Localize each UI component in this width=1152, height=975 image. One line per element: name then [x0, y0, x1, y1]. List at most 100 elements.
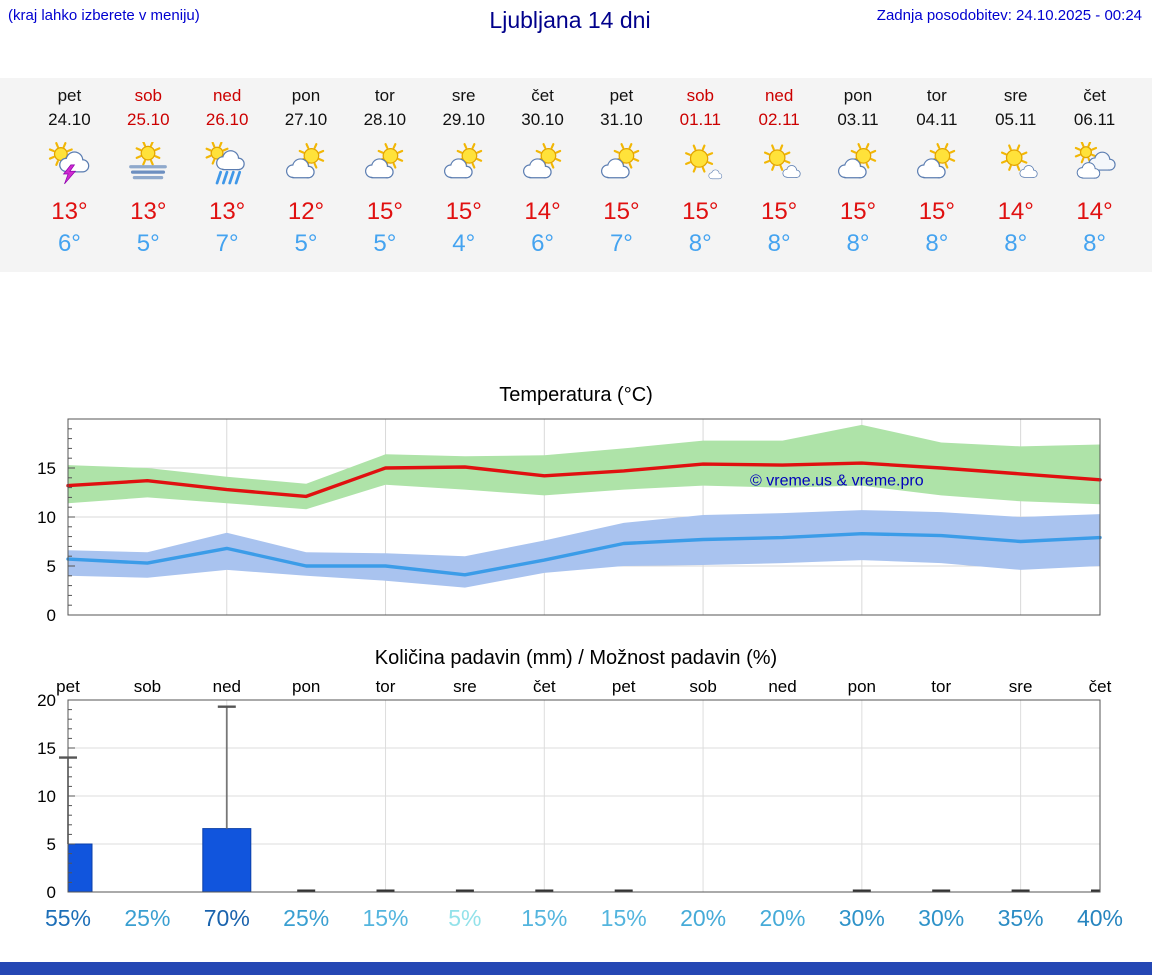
temp-low: 7° [609, 230, 633, 257]
temp-high: 13° [208, 198, 246, 225]
temp-low: 5° [136, 230, 160, 257]
precipitation-chart-title: Količina padavin (mm) / Možnost padavin … [374, 647, 778, 669]
day-date: 31.10 [600, 110, 643, 129]
temp-high: 15° [760, 198, 798, 225]
precip-day-label: čet [1089, 677, 1112, 696]
day-label: sob [134, 86, 162, 105]
partly-weather-icon [819, 137, 898, 191]
temp-low: 8° [846, 230, 870, 257]
precip-day-label: sre [453, 677, 477, 696]
temp-y-tick: 0 [47, 606, 56, 625]
day-label: pon [291, 86, 321, 105]
temp-high: 14° [997, 198, 1034, 225]
page-title: Ljubljana 14 dni [489, 7, 651, 33]
partly-weather-icon [582, 137, 661, 191]
temp-high: 15° [682, 198, 719, 225]
cloudy-weather-icon [1055, 137, 1134, 191]
precip-probability: 40% [1077, 905, 1123, 931]
day-date: 03.11 [837, 110, 879, 129]
forecast-day: pon 03.11 15° 8° [819, 86, 898, 258]
temp-high: 15° [918, 198, 955, 225]
precip-day-label: ned [768, 677, 796, 696]
precip-day-label: sob [689, 677, 716, 696]
temp-low: 4° [452, 230, 476, 257]
precip-probability: 20% [680, 905, 726, 931]
temp-low: 8° [1083, 230, 1107, 257]
bottom-bar [0, 962, 1152, 975]
day-date: 25.10 [127, 110, 170, 129]
precip-day-label: pet [56, 677, 80, 696]
forecast-day: ned 26.10 13° 7° [188, 86, 267, 258]
precip-day-label: sob [134, 677, 161, 696]
precip-day-label: čet [533, 677, 556, 696]
precipitation-chart: pet sob ned pon tor sre čet pet sob ned pon tor sre č… [0, 674, 1152, 936]
precip-probability: 30% [839, 905, 885, 931]
forecast-day: sob 01.11 15° 8° [661, 86, 740, 258]
last-update-label: Zadnja posodobitev: 24.10.2025 - 00:24 [876, 7, 1142, 24]
precip-probability: 15% [601, 905, 647, 931]
precip-day-label: tor [931, 677, 951, 696]
precip-probability: 35% [998, 905, 1044, 931]
day-label: čet [531, 86, 554, 105]
precip-y-tick: 20 [37, 691, 56, 710]
forecast-day: sre 05.11 14° 8° [976, 86, 1055, 258]
forecast-day: sob 25.10 13° 5° [109, 86, 188, 258]
page-header: (kraj lahko izberete v meniju) Ljubljana… [0, 0, 1152, 34]
precip-probability: 25% [283, 905, 329, 931]
day-label: pet [609, 86, 634, 105]
temp-y-tick: 5 [47, 557, 56, 576]
precip-y-tick: 0 [47, 883, 56, 902]
partly-weather-icon [503, 137, 582, 191]
temp-high: 14° [1076, 198, 1113, 225]
forecast-day: tor 04.11 15° 8° [897, 86, 976, 258]
storm-weather-icon [30, 137, 109, 191]
day-date: 27.10 [284, 110, 328, 129]
precip-probability: 30% [918, 905, 964, 931]
temp-low: 8° [767, 230, 791, 257]
partly-weather-icon [897, 137, 976, 191]
day-label: tor [926, 86, 947, 105]
sun-small-cloud-weather-icon [740, 137, 819, 191]
precipitation-section: Količina padavin (mm) / Možnost padavin … [0, 647, 1152, 936]
temp-high: 12° [287, 198, 325, 225]
day-date: 28.10 [363, 110, 407, 129]
partly-weather-icon [345, 137, 424, 191]
day-label: sre [451, 86, 476, 105]
day-label: ned [764, 86, 794, 105]
day-date: 01.11 [679, 110, 721, 129]
temperature-section: Temperatura (°C) 0 5 10 15 © vreme.us & vrem… [0, 384, 1152, 629]
precip-probability: 5% [448, 905, 481, 931]
temp-y-tick: 10 [37, 508, 56, 527]
forecast-day: čet 30.10 14° 6° [503, 86, 582, 258]
forecast-day: ned 02.11 15° 8° [740, 86, 819, 258]
forecast-day: sre 29.10 15° 4° [424, 86, 503, 258]
day-date: 26.10 [205, 110, 249, 129]
precip-day-label: pet [612, 677, 636, 696]
forecast-day: pet 24.10 13° 6° [30, 86, 109, 258]
forecast-day: pon 27.10 12° 5° [267, 86, 346, 258]
partly-weather-icon [424, 137, 503, 191]
precip-probability: 55% [45, 905, 91, 931]
rain-weather-icon [188, 137, 267, 191]
temp-high: 15° [366, 198, 403, 225]
temp-low: 6° [57, 230, 81, 257]
fog-weather-icon [109, 137, 188, 191]
precip-probability: 15% [362, 905, 408, 931]
precip-day-label: sre [1009, 677, 1033, 696]
precip-bars [68, 828, 1100, 892]
day-date: 29.10 [442, 110, 485, 129]
temp-low: 6° [531, 230, 555, 257]
day-label: čet [1083, 86, 1106, 105]
day-date: 05.11 [995, 110, 1037, 129]
precip-probability: 20% [759, 905, 805, 931]
temp-high: 15° [445, 198, 482, 225]
forecast-day: čet 06.11 14° 8° [1055, 86, 1134, 258]
precip-day-label: pon [292, 677, 320, 696]
day-label: sre [1003, 86, 1028, 105]
forecast-strip: pet 24.10 13° 6° sob 25.10 13° 5° ned 26.10 13° 7° p… [0, 78, 1152, 272]
day-label: sob [686, 86, 714, 105]
day-date: 02.11 [758, 110, 800, 129]
temp-low: 8° [688, 230, 712, 257]
precip-probability: 15% [521, 905, 567, 931]
precip-probability: 70% [204, 905, 250, 931]
